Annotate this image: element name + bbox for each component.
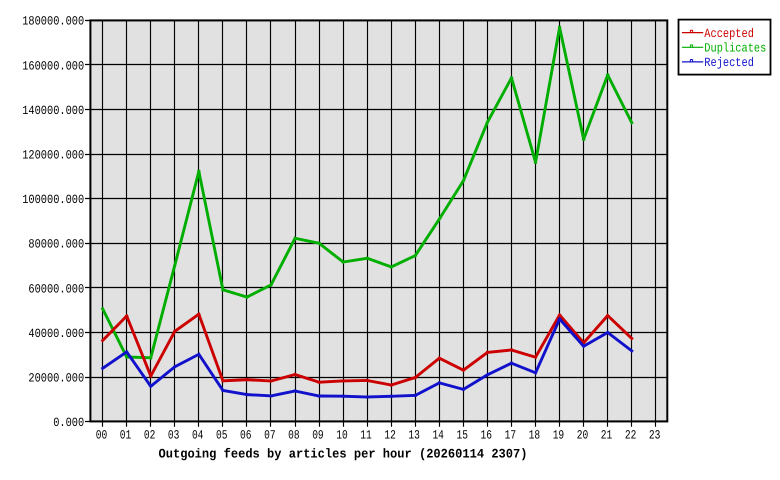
svg-text:60000.000: 60000.000 (28, 282, 84, 296)
svg-text:22: 22 (625, 428, 637, 442)
svg-text:Duplicates: Duplicates (704, 42, 766, 56)
svg-text:03: 03 (168, 428, 180, 442)
svg-text:80000.000: 80000.000 (28, 238, 84, 252)
svg-text:10: 10 (336, 428, 348, 442)
svg-text:13: 13 (408, 428, 420, 442)
svg-text:180000.000: 180000.000 (22, 15, 84, 29)
svg-text:09: 09 (312, 428, 324, 442)
svg-text:23: 23 (649, 428, 661, 442)
svg-text:19: 19 (553, 428, 565, 442)
svg-text:Rejected: Rejected (704, 56, 754, 70)
svg-text:11: 11 (360, 428, 372, 442)
svg-text:Outgoing feeds by articles per: Outgoing feeds by articles per hour (202… (159, 446, 528, 461)
svg-text:05: 05 (216, 428, 228, 442)
svg-text:16: 16 (481, 428, 493, 442)
svg-text:07: 07 (264, 428, 276, 442)
svg-text:04: 04 (192, 428, 204, 442)
svg-text:02: 02 (144, 428, 156, 442)
svg-text:01: 01 (120, 428, 132, 442)
svg-text:15: 15 (457, 428, 469, 442)
svg-text:18: 18 (529, 428, 541, 442)
svg-text:120000.000: 120000.000 (22, 149, 84, 163)
svg-text:08: 08 (288, 428, 300, 442)
svg-text:20000.000: 20000.000 (28, 372, 84, 386)
svg-text:160000.000: 160000.000 (22, 59, 84, 73)
svg-text:100000.000: 100000.000 (22, 193, 84, 207)
svg-text:00: 00 (96, 428, 108, 442)
svg-text:21: 21 (601, 428, 613, 442)
svg-text:06: 06 (240, 428, 252, 442)
svg-text:14: 14 (432, 428, 444, 442)
svg-text:Accepted: Accepted (704, 27, 754, 41)
svg-text:140000.000: 140000.000 (22, 104, 84, 118)
svg-text:17: 17 (505, 428, 517, 442)
svg-text:0.000: 0.000 (53, 416, 84, 430)
svg-text:12: 12 (384, 428, 396, 442)
svg-text:20: 20 (577, 428, 589, 442)
svg-text:40000.000: 40000.000 (28, 327, 84, 341)
